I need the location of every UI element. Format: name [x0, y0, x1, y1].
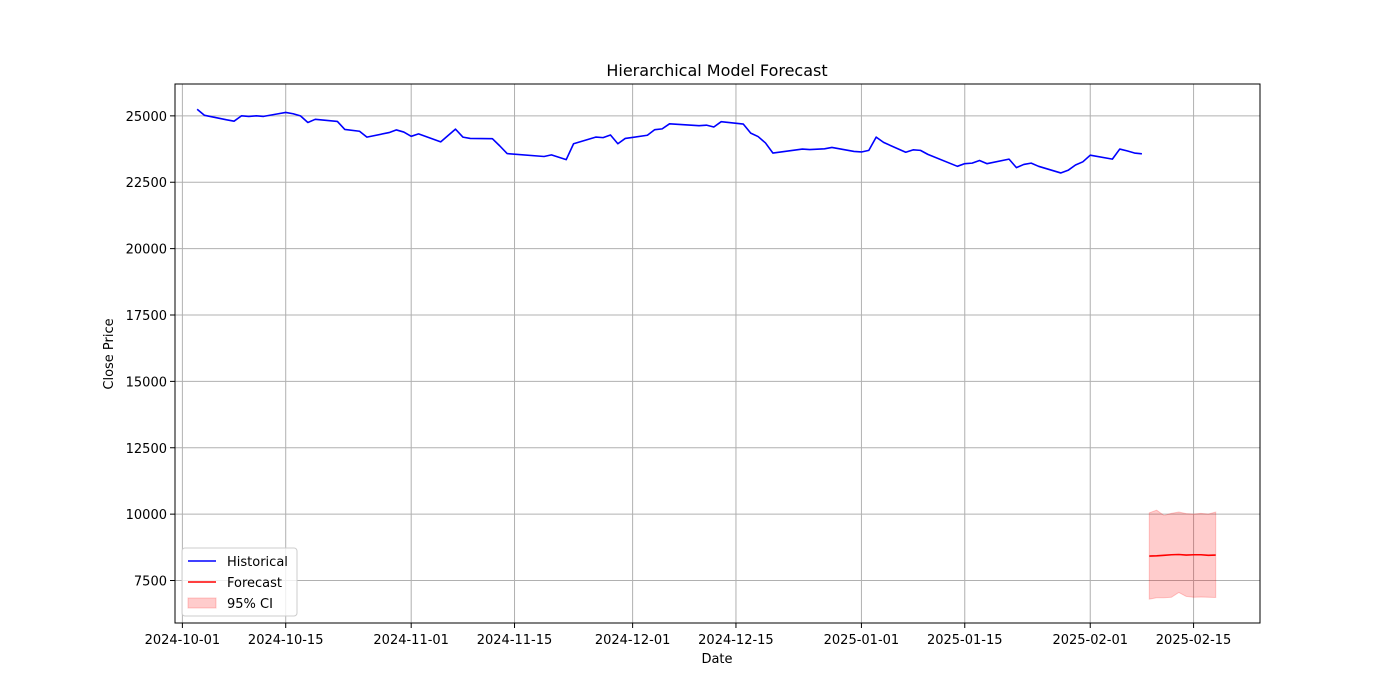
x-axis: 2024-10-01 2024-10-15 2024-11-01 2024-11-15…: [145, 623, 1232, 648]
series-line-forecast: [1149, 553, 1216, 557]
y-tick-label: 25000: [126, 110, 167, 125]
series-line-historical: [196, 108, 1142, 174]
x-tick-label: 2024-11-15: [477, 633, 553, 648]
x-axis-label: Date: [701, 652, 732, 667]
x-tick-label: 2024-10-01: [145, 633, 221, 648]
y-tick-label: 20000: [126, 243, 167, 258]
x-tick-label: 2024-11-01: [373, 633, 449, 648]
legend-label: Historical: [227, 555, 288, 570]
legend-swatch: [187, 597, 217, 609]
y-axis: 7500 10000 12500 15000 17500 20000 22500 25000: [126, 110, 175, 590]
legend-label: Forecast: [227, 576, 282, 591]
y-tick-label: 15000: [126, 375, 167, 390]
x-tick-label: 2025-02-15: [1156, 633, 1232, 648]
x-tick-label: 2024-12-15: [698, 633, 774, 648]
x-tick-label: 2024-12-01: [595, 633, 671, 648]
y-tick-label: 7500: [134, 575, 167, 590]
chart-title: Hierarchical Model Forecast: [606, 61, 827, 80]
y-tick-label: 17500: [126, 309, 167, 324]
legend-label: 95% CI: [227, 597, 273, 612]
legend: Historical Forecast 95% CI: [181, 547, 298, 617]
legend-box: [181, 547, 298, 617]
x-tick-label: 2025-01-01: [824, 633, 900, 648]
x-tick-label: 2025-02-01: [1052, 633, 1128, 648]
plot-frame: [174, 83, 1261, 624]
y-tick-label: 10000: [126, 508, 167, 523]
x-tick-label: 2025-01-15: [927, 633, 1003, 648]
grid: [175, 84, 1260, 623]
series-line-layer: [196, 108, 1216, 557]
y-axis-label: Close Price: [102, 318, 117, 389]
x-tick-label: 2024-10-15: [248, 633, 324, 648]
y-tick-label: 22500: [126, 176, 167, 191]
y-tick-label: 12500: [126, 442, 167, 457]
